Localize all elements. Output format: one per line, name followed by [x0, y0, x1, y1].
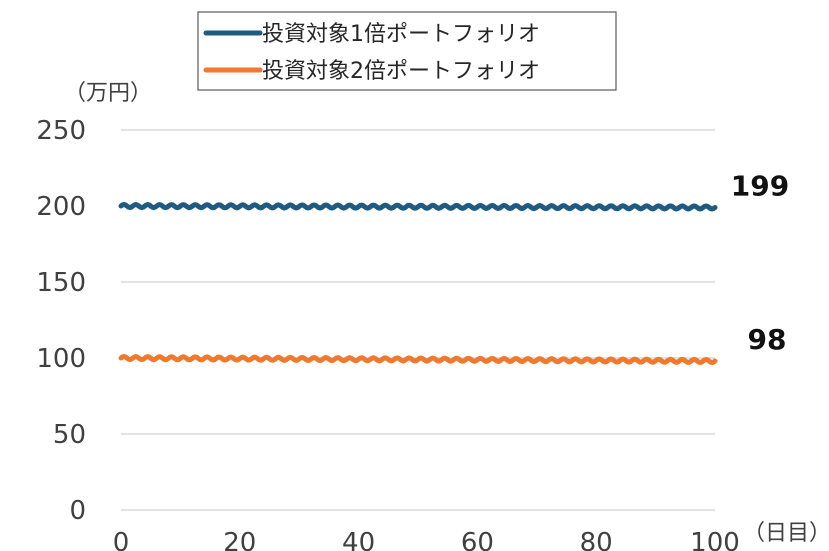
y-axis-unit-label: （万円） — [64, 81, 152, 106]
y-axis: 0 50 100 150 200 250 — [36, 116, 86, 526]
grid-layer — [121, 129, 715, 511]
y-tick-label: 150 — [36, 268, 86, 298]
end-labels: 199 98 — [731, 170, 789, 357]
x-axis: 0 20 40 60 80 100 — [113, 528, 740, 551]
x-tick-label: 80 — [580, 528, 613, 551]
x-axis-unit-label: （日目） — [743, 521, 829, 546]
y-tick-label: 250 — [36, 116, 86, 146]
legend-label-1: 投資対象1倍ポートフォリオ — [262, 22, 540, 47]
x-tick-label: 20 — [223, 528, 256, 551]
series-layer — [118, 201, 718, 366]
x-tick-label: 0 — [113, 528, 130, 551]
x-tick-label: 60 — [461, 528, 494, 551]
x-tick-label: 40 — [342, 528, 375, 551]
series-line-2 — [118, 354, 718, 366]
legend-box — [197, 11, 617, 91]
end-value-label-1: 199 — [731, 170, 789, 203]
legend-label-2: 投資対象2倍ポートフォリオ — [262, 59, 540, 84]
end-value-label-2: 98 — [748, 323, 787, 356]
y-tick-label: 100 — [36, 344, 86, 374]
series-line-1 — [118, 201, 718, 212]
y-tick-label: 200 — [36, 192, 86, 222]
x-tick-label: 100 — [690, 528, 740, 551]
y-tick-label: 50 — [53, 420, 86, 450]
y-tick-label: 0 — [69, 496, 86, 526]
